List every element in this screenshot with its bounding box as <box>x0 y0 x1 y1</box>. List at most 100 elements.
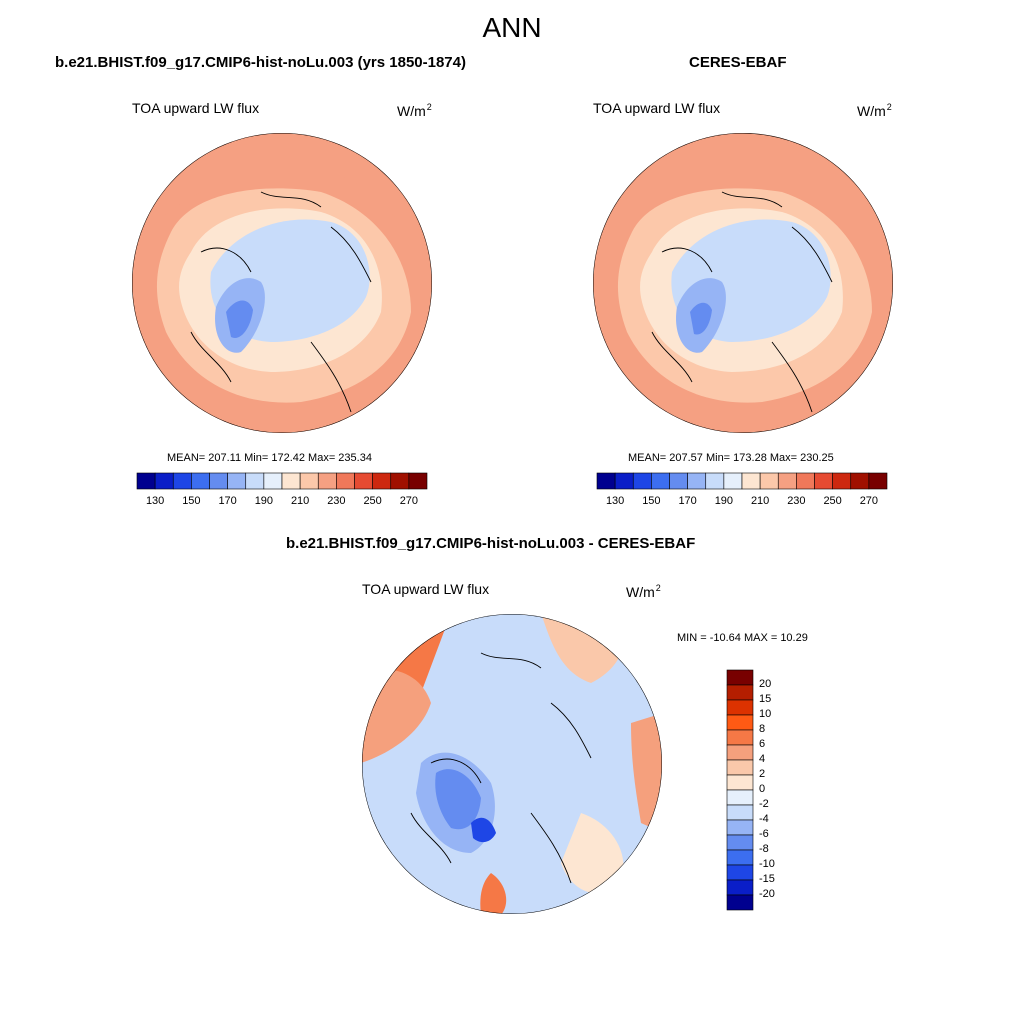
panel-2-variable-label: TOA upward LW flux <box>593 100 721 116</box>
colorbar-tick-label: 190 <box>254 495 274 507</box>
map-2-coastlines <box>651 191 833 413</box>
panel-2-title: CERES-EBAF <box>689 54 787 71</box>
panel-2-polar-map <box>593 133 893 433</box>
panel-3-units: W/m2 <box>626 583 661 600</box>
colorbar-tick-label: 150 <box>642 495 661 507</box>
panel-2-stats: MEAN= 207.57 Min= 173.28 Max= 230.25 <box>628 452 834 464</box>
colorbar-swatch <box>726 894 754 911</box>
colorbar-swatch <box>726 774 754 791</box>
colorbar-swatch <box>726 804 754 821</box>
colorbar-swatch <box>726 819 754 836</box>
colorbar-swatch <box>832 472 852 490</box>
panel-3-variable-label: TOA upward LW flux <box>362 581 490 597</box>
colorbar-swatch <box>726 684 754 701</box>
colorbar-tick-label: 210 <box>290 495 310 507</box>
colorbar-tick-label: 6 <box>759 738 766 750</box>
colorbar-swatch <box>390 472 410 490</box>
colorbar-swatch <box>317 472 337 490</box>
colorbar-tick-label: -4 <box>759 813 769 825</box>
colorbar-swatch <box>777 472 797 490</box>
colorbar-swatch <box>281 472 301 490</box>
colorbar-swatch <box>651 472 670 490</box>
colorbar-tick-label: 130 <box>145 495 165 507</box>
colorbar-swatch <box>726 879 754 896</box>
colorbar-swatch <box>336 472 355 490</box>
colorbar-tick-label: 15 <box>759 693 772 705</box>
colorbar-tick-label: 170 <box>218 495 237 507</box>
panel-1-stats: MEAN= 207.11 Min= 172.42 Max= 235.34 <box>167 452 372 464</box>
colorbar-swatch <box>726 834 754 851</box>
colorbar-swatch <box>726 714 754 731</box>
colorbar-swatch <box>136 472 156 490</box>
panel-1-title: b.e21.BHIST.f09_g17.CMIP6-hist-noLu.003 … <box>55 54 466 71</box>
colorbar-swatch <box>868 472 888 490</box>
colorbar-tick-label: 270 <box>859 495 879 507</box>
colorbar-swatch <box>726 789 754 806</box>
colorbar-tick-label: -20 <box>759 888 775 900</box>
colorbar-swatch <box>408 472 428 490</box>
colorbar-swatch <box>354 472 373 490</box>
figure-title: ANN <box>482 12 542 43</box>
colorbar-tick-label: 230 <box>327 495 346 507</box>
colorbar-tick-label: -8 <box>759 843 769 855</box>
colorbar-swatch <box>814 472 833 490</box>
colorbar-swatch <box>209 472 228 490</box>
colorbar-tick-label: 20 <box>759 678 772 690</box>
colorbar-swatch <box>154 472 174 490</box>
colorbar-tick-label: 270 <box>399 495 419 507</box>
panel-1-polar-map <box>132 133 432 433</box>
colorbar-tick-label: -6 <box>759 828 769 840</box>
colorbar-swatch <box>372 472 392 490</box>
colorbar-swatch <box>726 744 754 761</box>
map-3-warm-east <box>631 713 662 833</box>
colorbar-tick-label: 150 <box>182 495 201 507</box>
colorbar-swatch <box>850 472 870 490</box>
colorbar-swatch <box>596 472 616 490</box>
panel-1-colorbar <box>136 472 428 490</box>
colorbar-swatch <box>614 472 634 490</box>
colorbar-swatch <box>632 472 652 490</box>
colorbar-swatch <box>191 472 210 490</box>
colorbar-tick-label: 230 <box>787 495 806 507</box>
colorbar-swatch <box>726 699 754 716</box>
colorbar-swatch <box>687 472 707 490</box>
colorbar-tick-label: -10 <box>759 858 775 870</box>
panel-1-variable-label: TOA upward LW flux <box>132 100 260 116</box>
colorbar-tick-label: 250 <box>363 495 382 507</box>
colorbar-swatch <box>726 849 754 866</box>
colorbar-swatch <box>245 472 265 490</box>
colorbar-tick-label: 250 <box>823 495 842 507</box>
colorbar-tick-label: 10 <box>759 708 772 720</box>
colorbar-swatch <box>726 759 754 776</box>
colorbar-tick-label: 4 <box>759 753 766 765</box>
colorbar-tick-label: 210 <box>750 495 770 507</box>
colorbar-swatch <box>741 472 761 490</box>
colorbar-tick-label: -15 <box>759 873 775 885</box>
colorbar-swatch <box>726 729 754 746</box>
colorbar-tick-label: 190 <box>714 495 734 507</box>
colorbar-swatch <box>669 472 688 490</box>
colorbar-tick-label: 170 <box>678 495 697 507</box>
colorbar-tick-label: 2 <box>759 768 766 780</box>
panel-3-polar-map <box>362 614 662 914</box>
colorbar-tick-label: 130 <box>605 495 625 507</box>
colorbar-tick-label: -2 <box>759 798 769 810</box>
colorbar-swatch <box>726 669 754 686</box>
map-1-coastlines <box>190 191 372 413</box>
panel-3-title: b.e21.BHIST.f09_g17.CMIP6-hist-noLu.003 … <box>286 535 696 552</box>
colorbar-swatch <box>796 472 815 490</box>
colorbar-swatch <box>172 472 192 490</box>
colorbar-swatch <box>723 472 743 490</box>
panel-3-stats: MIN = -10.64 MAX = 10.29 <box>677 632 808 644</box>
panel-2-colorbar <box>596 472 888 490</box>
colorbar-swatch <box>759 472 779 490</box>
colorbar-tick-label: 0 <box>759 783 766 795</box>
colorbar-swatch <box>263 472 283 490</box>
colorbar-swatch <box>227 472 247 490</box>
map-3-coastlines <box>410 652 592 884</box>
colorbar-swatch <box>299 472 319 490</box>
panel-1-units: W/m2 <box>397 102 432 119</box>
colorbar-swatch <box>705 472 725 490</box>
panel-2-units: W/m2 <box>857 102 892 119</box>
colorbar-swatch <box>726 864 754 881</box>
